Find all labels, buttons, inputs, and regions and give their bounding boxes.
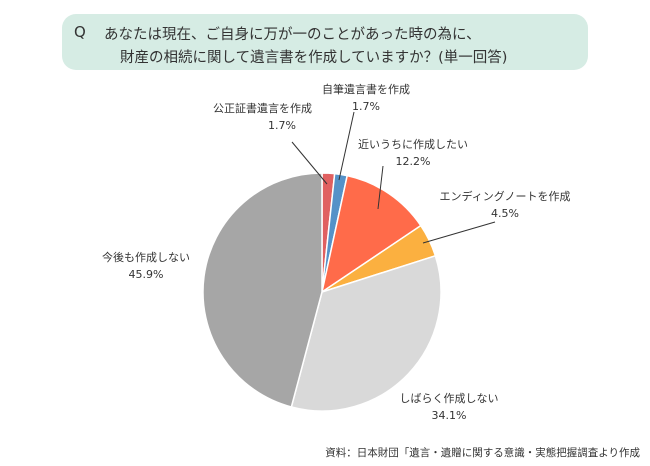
- slice-value-3: 12.2%: [396, 155, 431, 168]
- slice-value-6: 45.9%: [129, 268, 164, 281]
- question-box: Q あなたは現在、ご自身に万が一のことがあった時の為に、 財産の相続に関して遺言…: [62, 14, 588, 70]
- leader-line-4: [422, 221, 496, 244]
- pie-slice-3: [320, 174, 422, 294]
- slice-label-5: しばらく作成しない: [400, 392, 499, 405]
- slice-value-4: 4.5%: [491, 207, 519, 220]
- slice-label-6: 今後も作成しない: [102, 250, 190, 264]
- question-line-1: あなたは現在、ご自身に万が一のことがあった時の為に、: [104, 27, 481, 43]
- leader-line-1: [291, 141, 328, 185]
- slice-label-4: エンディングノートを作成: [439, 189, 570, 203]
- slice-label-2: 自筆遺言書を作成: [322, 82, 410, 96]
- slice-label-3: 近いうちに作成したい: [358, 138, 468, 151]
- pie-slice-6: [202, 172, 323, 408]
- pie-slice-5: [290, 254, 442, 412]
- slice-value-5: 34.1%: [432, 409, 467, 422]
- question-mark: Q: [74, 23, 86, 41]
- leader-line-2: [338, 111, 355, 181]
- question-line-2: 財産の相続に関して遺言書を作成していますか？(単一回答): [120, 50, 508, 66]
- source-note: 資料：日本財団「遺言・遺贈に関する意識・実態把握調査より作成: [325, 447, 640, 459]
- slice-label-1: 公正証書遺言を作成: [213, 101, 312, 115]
- slice-value-1: 1.7%: [268, 119, 296, 132]
- leader-line-3: [377, 165, 384, 210]
- slice-value-2: 1.7%: [352, 100, 380, 113]
